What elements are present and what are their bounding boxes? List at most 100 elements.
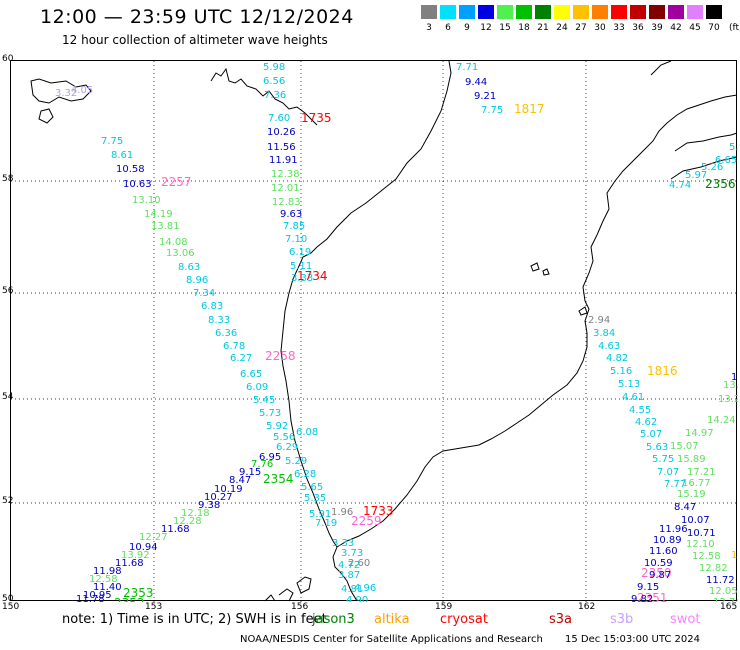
wave-height-label: 2.60	[348, 558, 370, 569]
satellite-name: s3b	[610, 612, 634, 627]
wave-height-label: 1	[731, 550, 737, 561]
wave-height-label: 5.45	[253, 395, 275, 406]
wave-height-label: 7.75	[101, 136, 123, 147]
wave-height-label: 4.82	[606, 353, 628, 364]
satellite-name: jason3	[312, 612, 355, 627]
legend-swatch	[459, 5, 475, 19]
wave-height-label: 4.55	[629, 405, 651, 416]
legend-label: 3	[426, 23, 432, 33]
wave-height-label: 12.10	[686, 539, 715, 550]
wave-height-label: 6.28	[294, 469, 316, 480]
wave-height-label: 5.35	[304, 493, 326, 504]
wave-height-label: 4.96	[354, 583, 376, 594]
map-area: 5.98 6.56 7.36 7.60 10.26 11.56 11.91 12.38 12.0…	[10, 60, 738, 602]
wave-height-label: 7.76	[251, 459, 273, 470]
wave-height-label: 12.58	[692, 551, 721, 562]
wave-height-label: 9.38	[198, 500, 220, 511]
wave-height-label: 6.27	[230, 353, 252, 364]
wave-height-label: 5.73	[259, 408, 281, 419]
pass-time-label: 2354	[263, 472, 294, 486]
pass-time-label: 2356	[705, 177, 736, 191]
legend-swatch	[649, 5, 665, 19]
wave-height-label: 4.72	[338, 560, 360, 571]
latitude-label: 58	[2, 174, 14, 184]
legend-label: 70	[708, 23, 720, 33]
wave-height-label: 6.09	[246, 382, 268, 393]
wave-height-label: 8.63	[178, 262, 200, 273]
pass-time-label: 1816	[647, 364, 678, 378]
wave-height-label: 4.05	[71, 85, 93, 96]
wave-height-label: 14.24	[707, 415, 736, 426]
legend-label: 33	[613, 23, 625, 33]
wave-height-label: 6.19	[289, 247, 311, 258]
wave-height-label: 5.29	[285, 456, 307, 467]
wave-height-label: 10.71	[687, 528, 716, 539]
footnote: note: 1) Time is in UTC; 2) SWH is in fe…	[62, 612, 327, 627]
legend-label: 42	[670, 23, 682, 33]
wave-height-label: 5.6	[729, 142, 738, 153]
wave-height-label: 10.94	[129, 542, 158, 553]
wave-height-label: 9.82	[631, 594, 653, 602]
wave-height-label: 4.90	[346, 595, 368, 602]
wave-height-label: 10.89	[653, 535, 682, 546]
wave-height-label: 12.01	[271, 183, 300, 194]
wave-height-label: 6.29	[276, 442, 298, 453]
pass-time-label: 1817	[514, 102, 545, 116]
page-subtitle: 12 hour collection of altimeter wave hei…	[62, 33, 328, 47]
wave-height-label: 13.3	[723, 380, 738, 391]
legend-label: 18	[518, 23, 530, 33]
pass-time-label: 2350	[641, 566, 672, 580]
wave-height-label: 13.81	[151, 221, 180, 232]
wave-height-label: 8.33	[208, 315, 230, 326]
wave-height-label: 9.63	[280, 209, 302, 220]
wave-height-label: 4.81	[341, 584, 363, 595]
latitude-label: 60	[2, 54, 14, 64]
legend-swatch	[573, 5, 589, 19]
wave-height-label: 14.08	[159, 237, 188, 248]
wave-height-label: 5.97	[685, 170, 707, 181]
wave-height-label: 11.96	[659, 524, 688, 535]
wave-height-label: 5.07	[640, 429, 662, 440]
wave-height-label: 7.19	[315, 518, 337, 529]
legend-label: 24	[556, 23, 568, 33]
wave-height-label: 11.98	[93, 566, 122, 577]
satellite-name: s3a	[549, 612, 573, 627]
wave-height-label: 6.36	[215, 328, 237, 339]
wave-height-label: 7.71	[456, 62, 478, 73]
longitude-label: 162	[578, 602, 596, 612]
wave-height-label: 5.13	[618, 379, 640, 390]
wave-height-label: 5.92	[266, 421, 288, 432]
pass-time-label: 1735	[301, 111, 332, 125]
page-title: 12:00 — 23:59 UTC 12/12/2024	[40, 6, 354, 28]
wave-height-label: 10.95	[83, 590, 112, 601]
wave-height-label: 12.27	[139, 532, 168, 543]
wave-height-label: 7.60	[268, 113, 290, 124]
wave-height-label: 5.11	[290, 261, 312, 272]
satellite-name: swot	[670, 612, 701, 627]
pass-time-label: 2258	[265, 349, 296, 363]
legend-swatch	[706, 5, 722, 19]
map-svg: 5.98 6.56 7.36 7.60 10.26 11.56 11.91 12.38 12.0…	[11, 61, 738, 602]
wave-height-label: 13.06	[166, 248, 195, 259]
wave-height-label: 4.62	[635, 417, 657, 428]
legend-swatch	[440, 5, 456, 19]
wave-height-label: 5.91	[309, 509, 331, 520]
wave-height-label: 5.63	[646, 442, 668, 453]
legend-label: 9	[464, 23, 470, 33]
coastline	[30, 61, 738, 602]
wave-height-label: 5.26	[701, 162, 723, 173]
legend-label: 27	[575, 23, 587, 33]
wave-height-label: 3.73	[341, 548, 363, 559]
legend-swatch	[497, 5, 513, 19]
wave-height-label: 9.44	[465, 77, 487, 88]
wave-height-label: 5.16	[610, 366, 632, 377]
wave-height-label: 9.87	[649, 570, 671, 581]
wave-height-label: 11.78	[76, 594, 105, 602]
wave-height-label: 15.89	[677, 454, 706, 465]
legend-label: 12	[480, 23, 492, 33]
wave-height-label: 8.47	[229, 475, 251, 486]
wave-height-label: 10.26	[267, 127, 296, 138]
wave-height-label: 6.65	[715, 155, 737, 166]
longitude-label: 156	[291, 602, 309, 612]
wave-height-label: 7.36	[264, 90, 286, 101]
